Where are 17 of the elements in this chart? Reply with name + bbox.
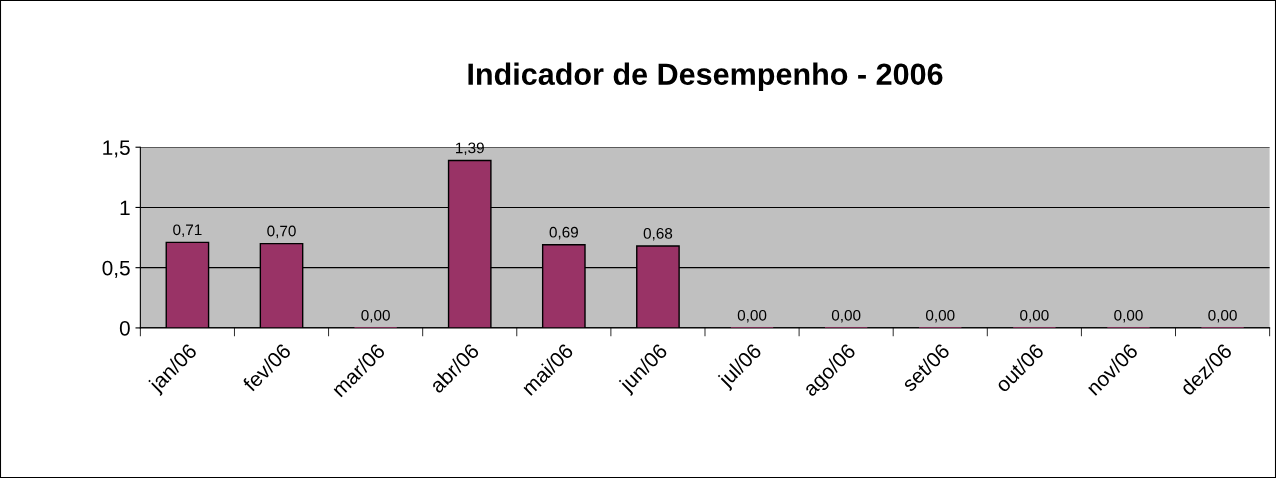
data-label: 0,00 [1114,309,1143,323]
data-label: 0,70 [267,225,296,239]
data-label: 0,68 [643,227,673,241]
y-tick-label: 1,5 [103,140,130,158]
data-label: 1,39 [456,142,484,156]
data-label: 0,00 [831,309,861,323]
data-label: 0,00 [737,309,767,323]
data-label: 0,69 [549,226,578,240]
data-label: 0,00 [361,309,390,323]
data-label: 0,00 [1208,309,1237,323]
data-label: 0,00 [925,309,955,323]
y-tick-label: 0 [119,320,130,336]
y-tick-label: 1 [120,200,130,215]
y-tick-label: 0,5 [102,260,130,278]
data-label: 0,71 [173,224,202,237]
data-label: 0,00 [1020,309,1049,323]
chart-title: Indicador de Desempenho - 2006 [468,62,943,92]
